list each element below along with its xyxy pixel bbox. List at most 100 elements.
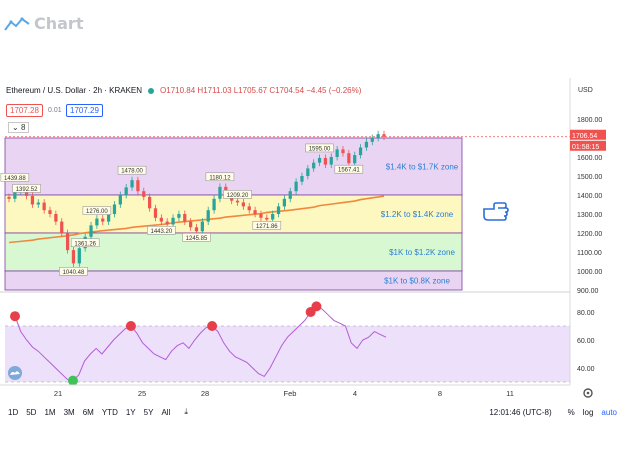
time-tick-label: 4: [353, 389, 357, 398]
candle: [218, 183, 222, 203]
time-tick-label: 8: [438, 389, 442, 398]
rsi-tick-label: 80.00: [577, 310, 595, 317]
axis-layer: USD 1800.00 1600.00 1500.00 1400.00 1300.00 12…: [0, 78, 606, 398]
zones-layer: $1.4K to $1.7K zone $1.2K to $1.4K zone $1…: [4, 137, 509, 366]
timeframe-button[interactable]: 3M: [63, 407, 75, 417]
timeframe-button[interactable]: 5Y: [143, 407, 154, 417]
candle: [7, 193, 11, 203]
candle: [36, 199, 40, 208]
candle: [60, 218, 64, 237]
overbought-marker: [311, 301, 322, 312]
price-tick-label: 1400.00: [577, 193, 602, 200]
price-tick-label: 1800.00: [577, 117, 602, 124]
settings-gear-icon[interactable]: [583, 388, 593, 398]
candle: [194, 223, 199, 235]
svg-text:1276.00: 1276.00: [86, 209, 108, 215]
collapse-indicators-button[interactable]: ⌄ 8: [8, 122, 30, 133]
rsi-tick-label: 60.00: [577, 338, 595, 345]
candle: [347, 149, 351, 167]
svg-text:1567.41: 1567.41: [338, 168, 360, 174]
timeframe-button[interactable]: 1M: [44, 407, 56, 417]
candle: [130, 176, 134, 191]
percent-toggle[interactable]: %: [567, 407, 575, 417]
clock-readout[interactable]: 12:01:46 (UTC-8): [489, 407, 552, 417]
candle: [271, 210, 275, 223]
rsi-tick-label: 40.00: [577, 366, 595, 373]
timeframe-button[interactable]: YTD: [101, 407, 118, 417]
candle: [65, 229, 70, 254]
swing-price-label: 1040.48: [59, 267, 88, 276]
auto-toggle[interactable]: auto: [601, 407, 617, 417]
sell-price-button[interactable]: 1707.28: [6, 104, 43, 117]
candle: [241, 198, 245, 210]
swing-price-label: 1209.20: [223, 190, 252, 199]
price-zone: [4, 270, 463, 291]
candle: [206, 206, 210, 226]
timeframe-button[interactable]: 6M: [82, 407, 94, 417]
svg-text:1245.85: 1245.85: [186, 236, 208, 242]
chart-svg[interactable]: $1.4K to $1.7K zone $1.2K to $1.4K zone $1…: [0, 0, 625, 400]
ma-layer: [8, 195, 385, 244]
time-tick-label: 28: [201, 389, 209, 398]
pointing-hand-icon: [483, 202, 509, 221]
symbol-title[interactable]: Ethereum / U.S. Dollar · 2h · KRAKEN: [6, 86, 143, 95]
price-zone: [4, 194, 463, 234]
bottom-toolbar: 1D 5D 1M 3M 6M YTD 1Y 5Y All ⤓ 12:01:46 (UTC-8) …: [0, 400, 625, 424]
rsi-line: [14, 305, 387, 382]
moving-average-line: [8, 195, 385, 244]
svg-text:1361.26: 1361.26: [74, 241, 96, 247]
candle: [317, 154, 322, 167]
buy-price-button[interactable]: 1707.29: [66, 104, 103, 117]
swing-price-label: 1245.85: [182, 233, 211, 242]
candle: [370, 134, 374, 146]
candle: [282, 195, 287, 210]
swing-price-label: 1478.00: [117, 165, 147, 175]
candle: [364, 138, 369, 151]
timeframe-group: 1D 5D 1M 3M 6M YTD 1Y 5Y All: [0, 408, 170, 417]
candle: [48, 206, 52, 218]
price-tick-label: 1000.00: [577, 269, 602, 276]
candle: [30, 192, 35, 208]
swing-price-label: 1392.52: [12, 184, 41, 193]
swing-price-label: 1439.88: [0, 173, 30, 182]
timeframe-button[interactable]: 5D: [26, 407, 37, 417]
svg-text:1392.52: 1392.52: [16, 187, 38, 193]
swing-price-label: 1180.12: [205, 172, 235, 181]
candle: [306, 164, 310, 180]
current-price-value: 1706.54: [572, 133, 597, 140]
candle: [71, 246, 76, 267]
zone-label: $1.2K to $1.4K zone: [381, 210, 454, 219]
candle: [159, 214, 163, 226]
candles-layer: [7, 130, 386, 267]
svg-text:1443.20: 1443.20: [150, 229, 172, 235]
candle: [294, 178, 298, 195]
oversold-marker: [67, 375, 78, 386]
price-labels-layer: 1439.88 1392.52 1276.00 1478.00 1443.20 1361.…: [0, 143, 364, 276]
countdown-tag: [570, 140, 606, 151]
goto-date-icon[interactable]: ⤓: [184, 407, 188, 416]
price-tick-label: 1600.00: [577, 155, 602, 162]
chart-header: Ethereum / U.S. Dollar · 2h · KRAKEN O17…: [6, 86, 361, 95]
candle: [276, 202, 281, 218]
price-tick-label: 1200.00: [577, 231, 602, 238]
candle: [288, 187, 292, 203]
current-price-tag: [570, 129, 606, 140]
candle: [136, 176, 140, 195]
candle: [42, 199, 46, 214]
rsi-band: [5, 326, 570, 382]
time-tick-label: 21: [54, 389, 62, 398]
svg-text:1040.48: 1040.48: [63, 270, 85, 276]
timeframe-button[interactable]: All: [161, 407, 171, 417]
candle: [212, 195, 216, 214]
svg-text:1478.00: 1478.00: [121, 169, 143, 175]
candle: [358, 144, 363, 159]
candle: [89, 221, 93, 241]
swing-price-label: 1361.26: [70, 238, 100, 247]
timeframe-button[interactable]: 1D: [8, 407, 19, 417]
timeframe-button[interactable]: 1Y: [125, 407, 136, 417]
candle: [235, 197, 240, 206]
candle: [153, 204, 158, 222]
log-toggle[interactable]: log: [582, 407, 594, 417]
svg-text:1180.12: 1180.12: [209, 175, 231, 181]
candle: [253, 206, 257, 218]
